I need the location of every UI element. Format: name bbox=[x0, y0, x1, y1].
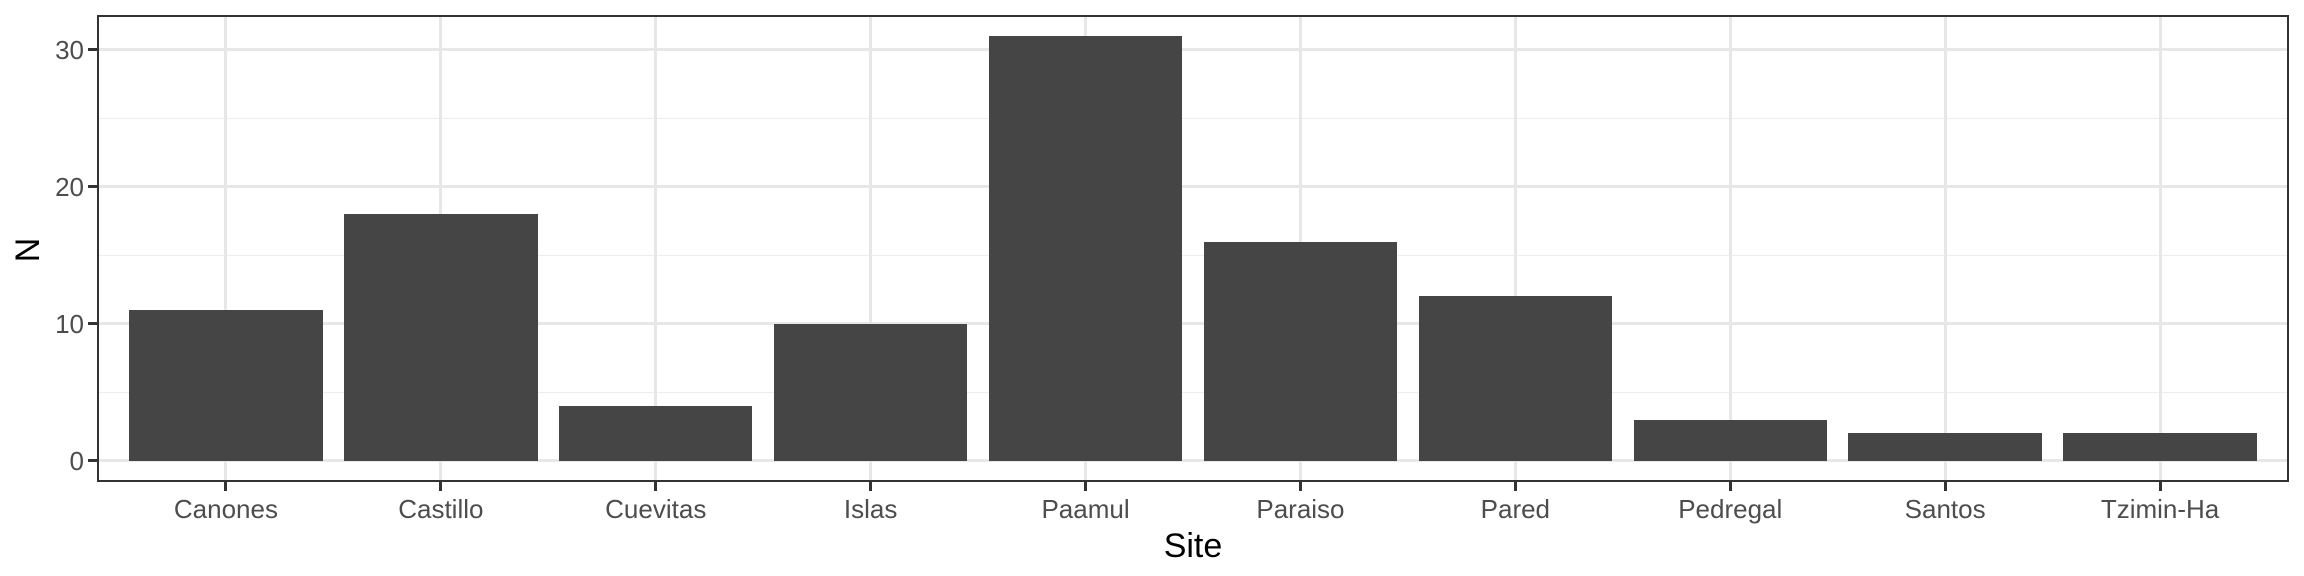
y-tick-20 bbox=[88, 185, 97, 189]
gridline-x-santos bbox=[1943, 15, 1947, 482]
gridline-minor-y-25 bbox=[97, 117, 2289, 120]
bar-tzimin-ha bbox=[2063, 433, 2257, 461]
x-tick-label-pedregal: Pedregal bbox=[1678, 494, 1783, 524]
x-tick-islas bbox=[869, 482, 873, 491]
gridline-minor-y-15 bbox=[97, 254, 2289, 257]
gridline-major-y-0 bbox=[97, 459, 2289, 463]
bar-paamul bbox=[988, 36, 1183, 461]
x-tick-tzimin-ha bbox=[2158, 482, 2162, 491]
x-tick-label-castillo: Castillo bbox=[398, 494, 484, 524]
plot-panel bbox=[97, 15, 2289, 482]
y-tick-label-0: 0 bbox=[69, 445, 84, 476]
gridline-major-y-10 bbox=[97, 322, 2289, 326]
gridline-x-islas bbox=[869, 15, 873, 482]
x-tick-label-cuevitas: Cuevitas bbox=[605, 494, 707, 524]
x-tick-label-santos: Santos bbox=[1904, 494, 1986, 524]
x-tick-santos bbox=[1943, 482, 1947, 491]
x-tick-label-paraiso: Paraiso bbox=[1256, 494, 1345, 524]
bar-islas bbox=[773, 323, 968, 461]
x-tick-label-tzimin-ha: Tzimin-Ha bbox=[2100, 494, 2220, 524]
y-tick-label-20: 20 bbox=[55, 171, 84, 202]
gridline-x-cuevitas bbox=[654, 15, 658, 482]
y-tick-0 bbox=[88, 459, 97, 463]
x-tick-label-pared: Pared bbox=[1480, 494, 1551, 524]
x-tick-paamul bbox=[1084, 482, 1088, 491]
x-tick-canones bbox=[224, 482, 228, 491]
y-tick-label-30: 30 bbox=[55, 34, 84, 65]
x-axis-title: Site bbox=[1163, 527, 1223, 565]
y-tick-30 bbox=[88, 48, 97, 52]
gridline-major-y-20 bbox=[97, 185, 2289, 189]
gridline-x-tzimin-ha bbox=[2158, 15, 2162, 482]
bar-canones bbox=[129, 310, 323, 461]
bar-pared bbox=[1418, 296, 1613, 461]
bar-santos bbox=[1848, 433, 2042, 461]
x-tick-label-paamul: Paamul bbox=[1041, 494, 1130, 524]
x-tick-label-islas: Islas bbox=[843, 494, 898, 524]
x-tick-label-canones: Canones bbox=[173, 494, 278, 524]
x-tick-pared bbox=[1513, 482, 1517, 491]
gridline-x-pared bbox=[1513, 15, 1517, 482]
gridline-x-pedregal bbox=[1728, 15, 1732, 482]
x-tick-cuevitas bbox=[654, 482, 658, 491]
x-tick-castillo bbox=[439, 482, 443, 491]
x-tick-paraiso bbox=[1298, 482, 1302, 491]
bar-pedregal bbox=[1633, 419, 1827, 461]
gridline-major-y-30 bbox=[97, 48, 2289, 52]
bar-paraiso bbox=[1203, 241, 1398, 461]
gridline-minor-y-5 bbox=[97, 391, 2289, 394]
x-tick-pedregal bbox=[1728, 482, 1732, 491]
gridline-x-canones bbox=[224, 15, 228, 482]
y-tick-label-10: 10 bbox=[55, 308, 84, 339]
bar-castillo bbox=[344, 214, 538, 461]
bar-cuevitas bbox=[559, 405, 753, 461]
y-tick-10 bbox=[88, 322, 97, 326]
y-axis-title: N bbox=[9, 237, 47, 263]
